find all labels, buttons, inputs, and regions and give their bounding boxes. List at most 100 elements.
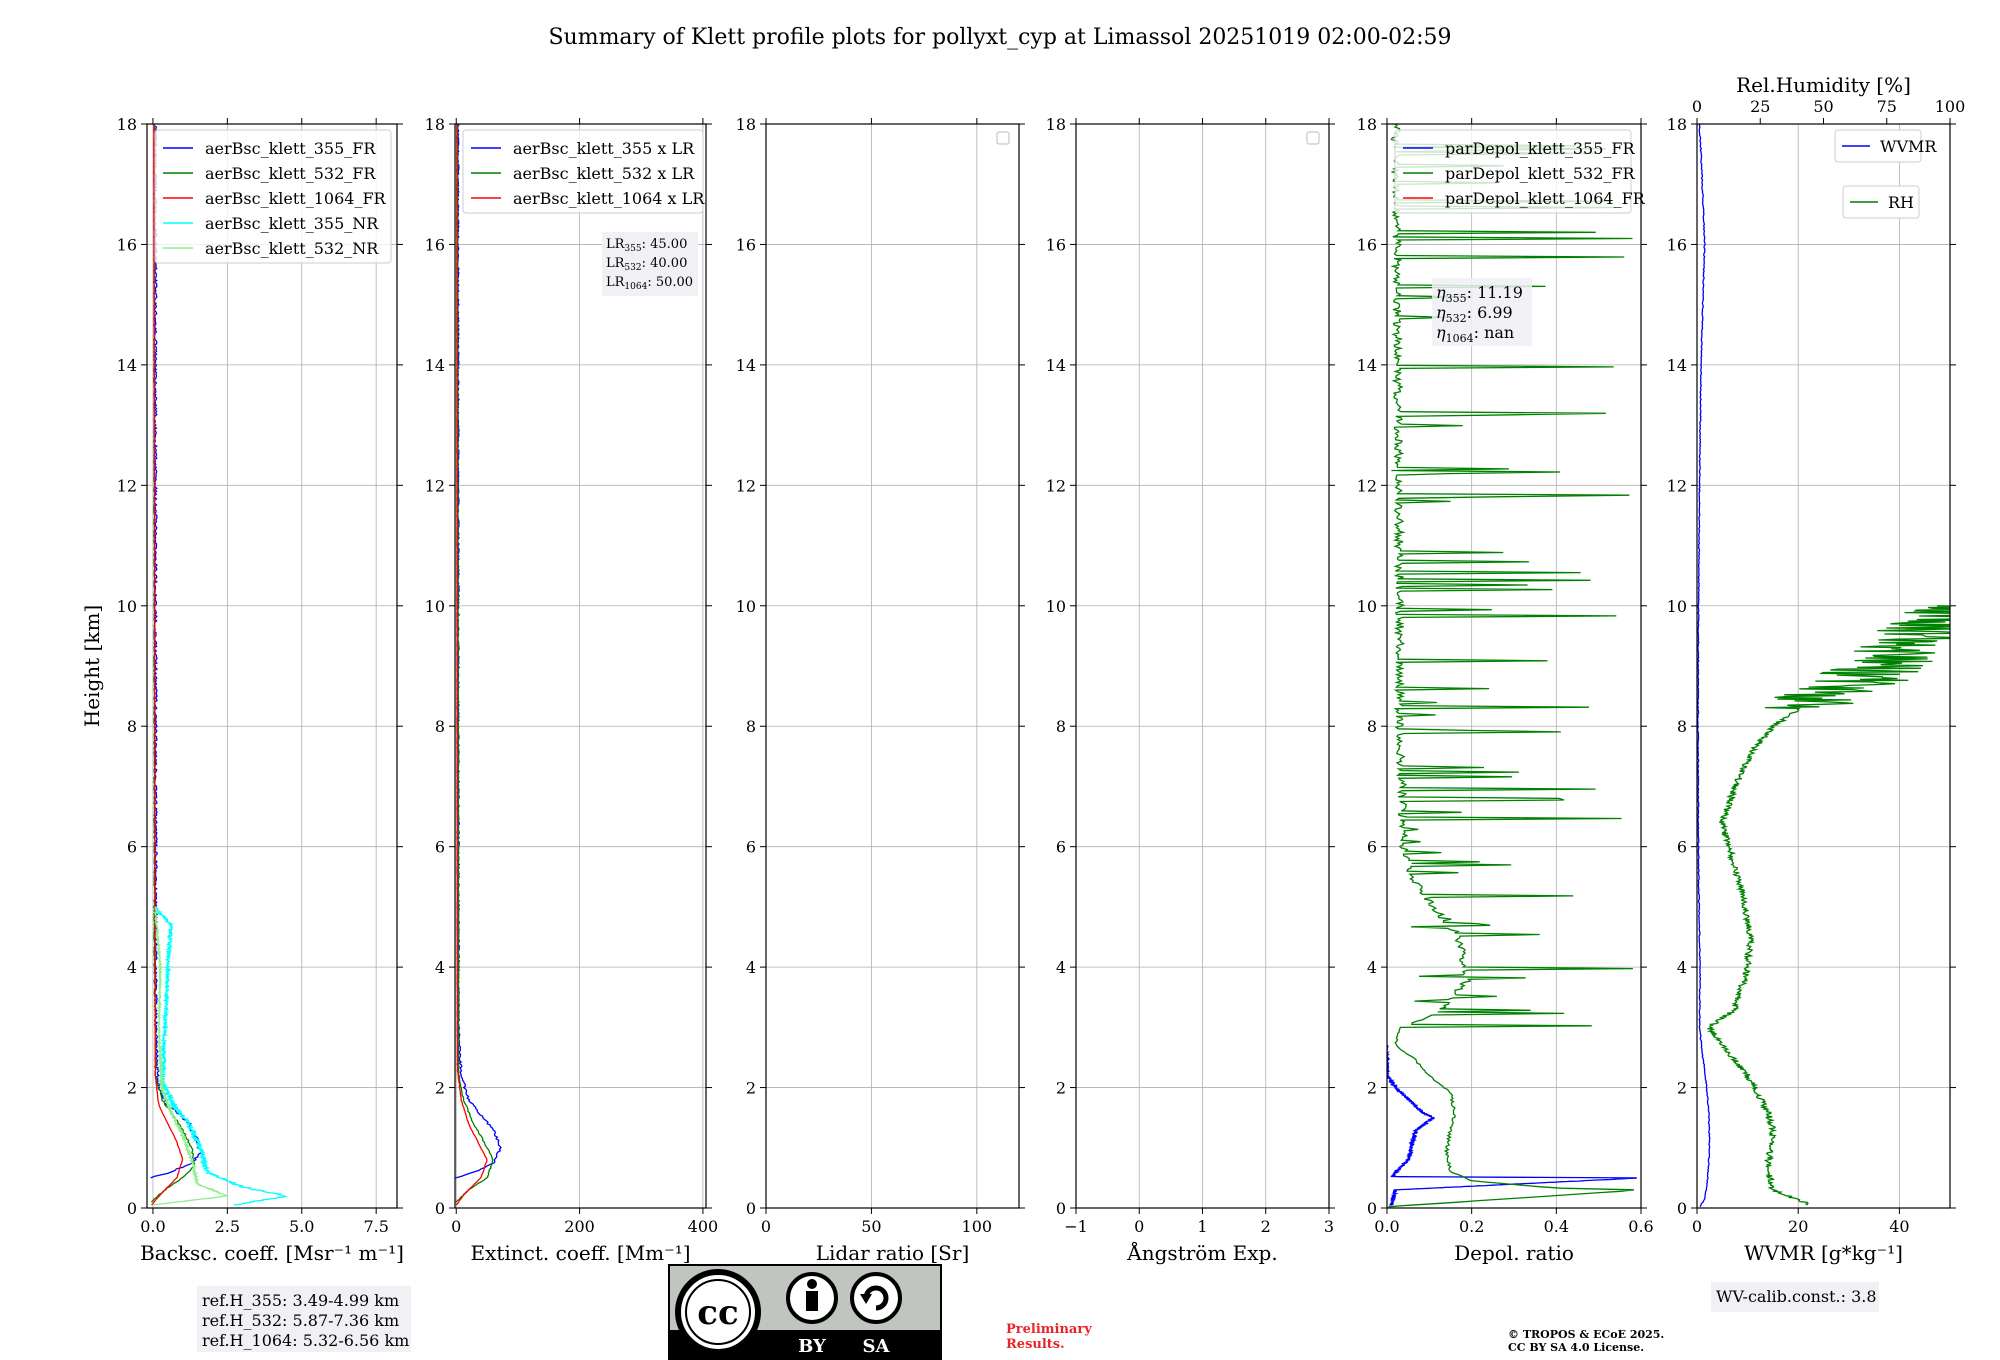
y-tick-label: 10 [736, 597, 756, 616]
annotation: WV-calib.const.: 3.8 [1711, 1282, 1879, 1312]
x-tick-label: 7.5 [363, 1217, 388, 1236]
y-tick-label: 8 [1056, 717, 1066, 736]
annotation-line: η1064: nan [1436, 323, 1514, 345]
y-tick-label: 6 [1367, 838, 1377, 857]
y-axis-label: Height [km] [80, 605, 104, 727]
x-axis-label: WVMR [g*kg⁻¹] [1744, 1241, 1903, 1265]
annotation-line: LR1064: 50.00 [606, 275, 693, 292]
series-line-aerBsc_klett_532 x LR [455, 124, 494, 1203]
x-tick-label: 400 [688, 1217, 719, 1236]
annotation-line: η355: 11.19 [1436, 283, 1523, 305]
y-tick-label: 6 [1056, 838, 1066, 857]
y-tick-label: 2 [1367, 1079, 1377, 1098]
legend-label: aerBsc_klett_532 x LR [513, 164, 695, 183]
panel-extinction: 0 200 400 0 2 4 6 8 10 12 14 16 18 Extinct. coeff. [M… [425, 115, 719, 1265]
y-tick-label: 14 [1667, 356, 1687, 375]
annotation-line: WV-calib.const.: 3.8 [1716, 1287, 1877, 1306]
annotation-line: ref.H_355: 3.49-4.99 km [202, 1291, 399, 1310]
y-tick-label: 18 [1357, 115, 1377, 134]
y-tick-label: 10 [1046, 597, 1066, 616]
x-tick-label: 0.0 [140, 1217, 165, 1236]
legend-box [1842, 185, 1920, 219]
y-tick-label: 4 [1677, 958, 1687, 977]
legend-label: aerBsc_klett_532_FR [205, 164, 376, 183]
preliminary-results-note: Preliminary Results. [1006, 1322, 1092, 1352]
legend-box [1394, 129, 1632, 214]
legend-label: aerBsc_klett_355 x LR [513, 139, 695, 158]
y-tick-label: 8 [746, 717, 756, 736]
annotation-line: LR532: 40.00 [606, 256, 687, 273]
series-group [455, 124, 502, 1206]
y-tick-label: 4 [435, 958, 445, 977]
prelim-line-1: Preliminary [1006, 1322, 1092, 1337]
y-tick-label: 10 [1667, 597, 1687, 616]
y-tick-label: 18 [736, 115, 756, 134]
legend-label: aerBsc_klett_355_FR [205, 139, 376, 158]
y-tick-label: 4 [746, 958, 756, 977]
x-tick-label: 0.0 [1374, 1217, 1399, 1236]
y-tick-label: 0 [127, 1199, 137, 1218]
x-tick-label: 1 [1197, 1217, 1207, 1236]
y-tick-label: 8 [1677, 717, 1687, 736]
annotation-line: ref.H_1064: 5.32-6.56 km [202, 1331, 409, 1350]
y-tick-label: 12 [1357, 476, 1377, 495]
axes-frame [765, 123, 1020, 1209]
y-tick-label: 18 [1046, 115, 1066, 134]
y-tick-label: 6 [435, 838, 445, 857]
y-tick-label: 12 [1667, 476, 1687, 495]
copyright-line-2: CC BY SA 4.0 License. [1508, 1341, 1645, 1354]
x-tick-label: 0.4 [1544, 1217, 1569, 1236]
x-tick-label: 100 [962, 1217, 993, 1236]
y-tick-label: 2 [746, 1079, 756, 1098]
series-group [150, 124, 288, 1206]
y-tick-label: 0 [746, 1199, 756, 1218]
panel-depol: 0.0 0.2 0.4 0.6 0 2 4 6 8 10 12 14 16 18 Depol. ratio p… [1357, 115, 1654, 1265]
x-axis-label: Lidar ratio [Sr] [816, 1241, 970, 1265]
series-line-parDepol_klett_355_FR [1387, 1045, 1637, 1206]
empty-legend-box [996, 131, 1010, 145]
legend-label: aerBsc_klett_355_NR [205, 214, 379, 233]
y-tick-label: 10 [1357, 597, 1377, 616]
y-tick-label: 4 [127, 958, 137, 977]
annotation-box [602, 232, 698, 296]
svg-text:SA: SA [863, 1336, 891, 1357]
annotation-line: LR355: 45.00 [606, 237, 687, 254]
legend: parDepol_klett_355_FR parDepol_klett_532_… [1394, 129, 1646, 214]
annotation-line: η532: 6.99 [1436, 303, 1513, 325]
x-tick-label: 0.6 [1628, 1217, 1653, 1236]
y-tick-label: 14 [1357, 356, 1377, 375]
y-tick-label: 0 [435, 1199, 445, 1218]
series-line-aerBsc_klett_532_FR [150, 124, 196, 1203]
y-tick-label: 8 [435, 717, 445, 736]
y-tick-label: 18 [425, 115, 445, 134]
legend-label: aerBsc_klett_1064_FR [205, 189, 387, 208]
legend: aerBsc_klett_355_FR aerBsc_klett_532_FRae… [154, 129, 392, 264]
legend-box [462, 129, 704, 214]
series-group [1697, 124, 1950, 1208]
x-tick-label: 200 [564, 1217, 595, 1236]
legend-wvmr: WVMR [1834, 129, 1937, 163]
legend-label: parDepol_klett_532_FR [1445, 164, 1636, 183]
panel-lidar_ratio: 0 50 100 0 2 4 6 8 10 12 14 16 18 Lidar ratio [Sr] [736, 115, 1025, 1265]
cc-by-sa-badge: cc BY SA [668, 1264, 942, 1360]
y-tick-label: 14 [117, 356, 137, 375]
svg-text:BY: BY [798, 1336, 827, 1357]
sa-share-alike-icon [850, 1272, 902, 1324]
y-tick-label: 4 [1056, 958, 1066, 977]
series-line-aerBsc_klett_355_NR [154, 906, 288, 1206]
x-axis-label: Extinct. coeff. [Mm⁻¹] [470, 1241, 690, 1265]
y-tick-label: 6 [127, 838, 137, 857]
y-tick-label: 14 [425, 356, 445, 375]
top-x-tick-label: 100 [1935, 97, 1966, 116]
y-tick-label: 4 [1367, 958, 1377, 977]
series-line-aerBsc_klett_532_NR [153, 906, 229, 1206]
copyright-note: © TROPOS & ECoE 2025. CC BY SA 4.0 Licen… [1508, 1328, 1664, 1354]
legend: aerBsc_klett_355 x LR aerBsc_klett_532 x … [462, 129, 705, 214]
y-tick-label: 16 [736, 235, 756, 254]
y-tick-label: 16 [1357, 235, 1377, 254]
y-tick-label: 16 [1667, 235, 1687, 254]
annotation-line: ref.H_532: 5.87-7.36 km [202, 1311, 399, 1330]
y-tick-label: 12 [736, 476, 756, 495]
